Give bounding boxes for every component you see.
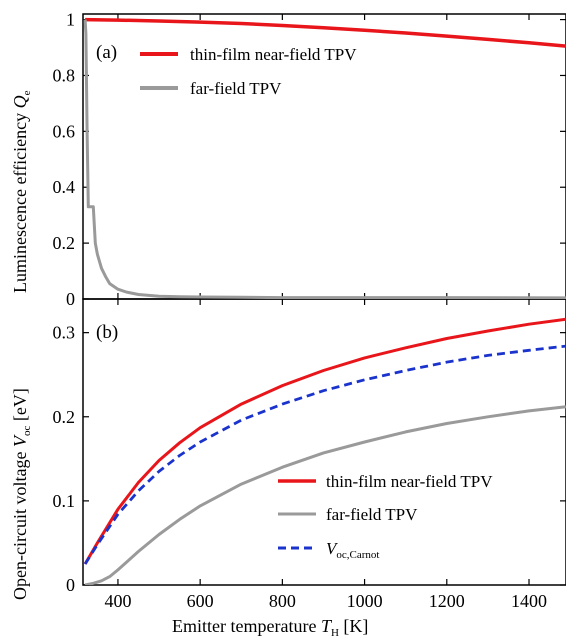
panel-b-frame: [82, 298, 566, 586]
panel-a-y-tick-label: 0.6: [53, 121, 76, 141]
panel-a-plot-area: [83, 17, 566, 299]
legend-b-label-near-field: thin-film near-field TPV: [326, 472, 493, 491]
x-tick-label: 1400: [511, 591, 547, 611]
legend-a-label-far-field: far-field TPV: [190, 79, 282, 98]
panel-a-series-far-field: [83, 19, 566, 299]
panel-a-y-tick-label: 0: [66, 289, 75, 309]
panel-a-label: (a): [96, 42, 117, 63]
x-tick-label: 1200: [429, 591, 465, 611]
panel-a-series-near-field: [85, 17, 566, 48]
x-tick-label: 400: [104, 591, 131, 611]
panel-b-y-tick-label: 0.3: [53, 323, 76, 343]
panel-b-plot-area: [83, 317, 566, 585]
x-tick-label: 600: [187, 591, 214, 611]
panel-a-y-tick-label: 0.8: [53, 65, 76, 85]
x-axis-title: Emitter temperature TH [K]: [172, 616, 368, 639]
panel-b-y-tick-label: 0: [66, 575, 75, 595]
legend-b-label-far-field: far-field TPV: [326, 505, 418, 524]
panel-a-legend: thin-film near-field TPV far-field TPV: [140, 45, 357, 98]
panel-a-y-tick-label: 1: [66, 10, 75, 30]
panel-b-series-far-field: [84, 405, 566, 585]
panel-a-y-tick-label: 0.4: [53, 177, 76, 197]
panel-b-legend: thin-film near-field TPV far-field TPV V…: [278, 472, 493, 561]
panel-b-y-axis-title: Open-circuit voltage Voc [eV]: [10, 388, 33, 600]
x-tick-label: 1000: [347, 591, 383, 611]
panel-b-axes: 0 0.1 0.2 0.3 400 600 800 1000 1200 1400: [53, 299, 566, 611]
panel-a-y-tick-label: 0.2: [53, 233, 76, 253]
panel-b-y-tick-label: 0.2: [53, 407, 76, 427]
panel-a-y-axis-title: Luminescence efficiency Qe: [10, 90, 33, 293]
panel-b-y-tick-label: 0.1: [53, 491, 76, 511]
legend-a-label-near-field: thin-film near-field TPV: [190, 45, 357, 64]
panel-b-series-near-field: [83, 317, 566, 565]
panel-b-label: (b): [96, 322, 118, 343]
legend-b-label-carnot: Voc,Carnot: [326, 539, 379, 561]
panel-b-series-carnot: [83, 344, 566, 565]
x-tick-label: 800: [269, 591, 296, 611]
